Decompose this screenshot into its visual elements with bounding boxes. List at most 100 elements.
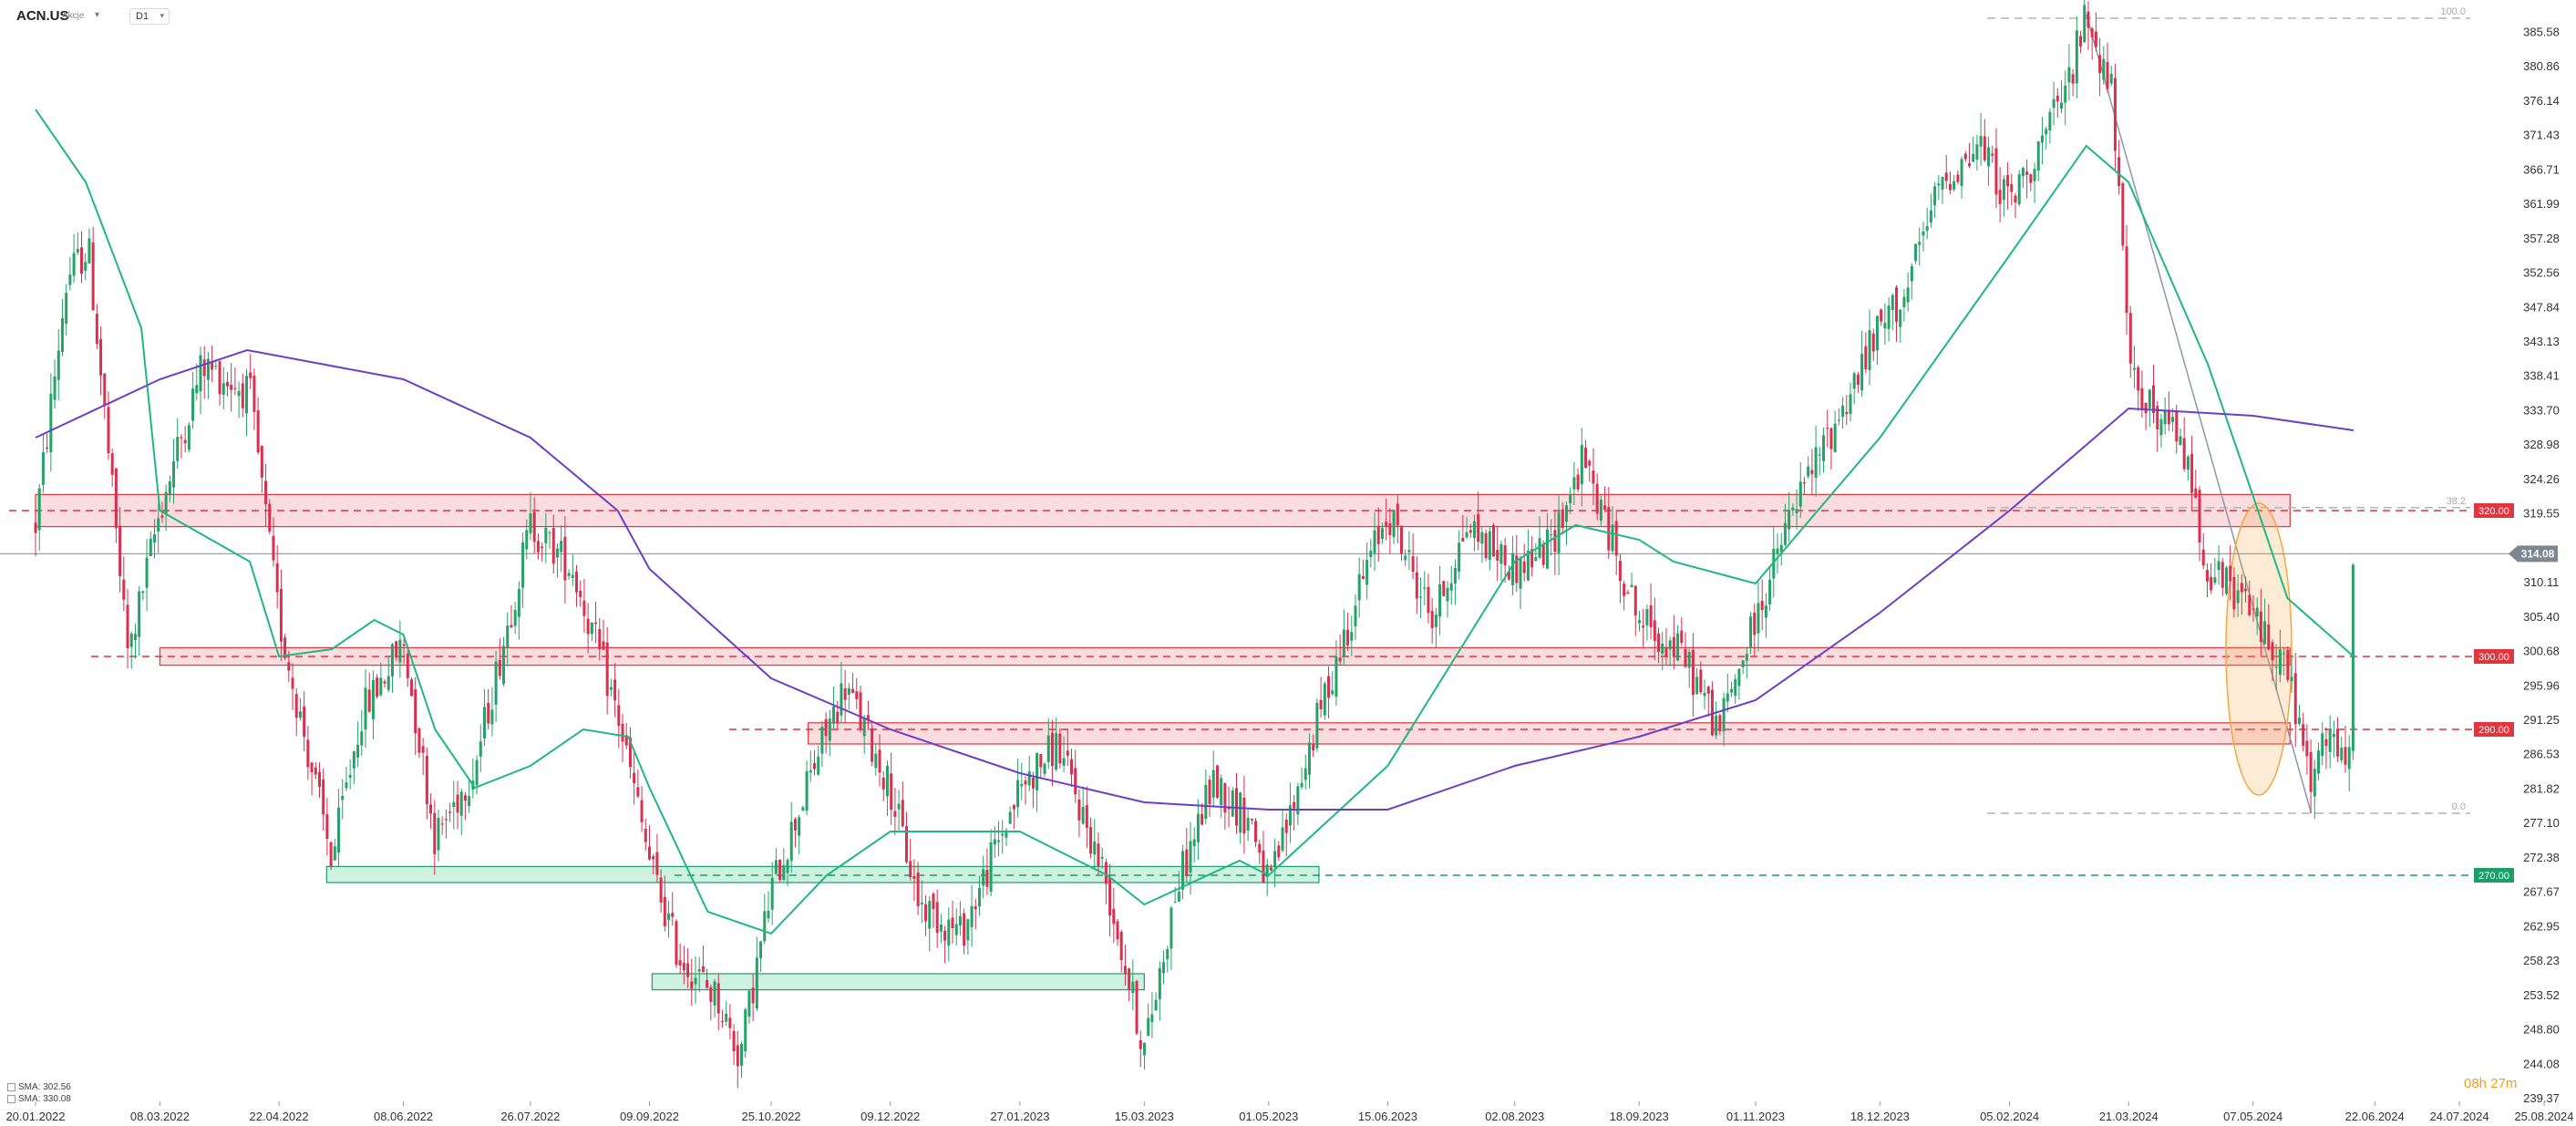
candle-body [1615,521,1618,555]
candle-body [127,604,129,648]
candle-body [2275,666,2278,667]
candle-body [1204,785,1207,819]
candle-body [533,511,536,542]
y-tick-label: 253.52 [2523,988,2560,1002]
candle-body [1412,556,1415,572]
candle-body [146,558,149,588]
candle-body [1496,550,1499,561]
candle-body [345,782,347,788]
candle-body [690,981,693,988]
candle-body [1822,435,1825,460]
candle-body [35,522,37,532]
candle-body [1838,419,1840,420]
candle-body [572,575,574,578]
candle-body [582,601,585,616]
candle-body [675,921,677,965]
candle-body [1461,538,1464,542]
y-tick-label: 258.23 [2523,954,2560,967]
candle-body [1730,689,1733,693]
candle-body [457,795,459,812]
candle-body [311,762,314,772]
candle-body [92,243,95,311]
candle-body [694,977,696,984]
candle-body [1511,553,1514,585]
candle-body [1469,530,1472,532]
candle-body [1365,560,1368,584]
candle-body [879,749,881,772]
candle-body [1427,587,1429,613]
candle-body [1074,769,1077,795]
candle-body [636,787,639,796]
legend-toggle-icon [7,1095,15,1103]
candle-body [952,917,954,928]
x-tick-label: 08.06.2022 [374,1110,433,1123]
candle-body [2175,410,2178,441]
candle-body [2206,570,2209,582]
candle-body [1301,783,1303,787]
candle-body [80,247,83,274]
candle-body [1108,877,1111,915]
candle-body [1066,750,1069,756]
candle-body [410,679,413,696]
candle-body [2114,77,2117,150]
candle-body [1058,734,1061,764]
y-tick-label: 333.70 [2523,403,2560,417]
x-tick-label: 01.11.2023 [1726,1110,1785,1123]
y-tick-label: 277.10 [2523,816,2560,830]
level-price-label: 270.00 [2478,871,2509,882]
candle-body [1362,576,1365,579]
candle-body [1032,778,1035,789]
candle-body [1891,295,1894,310]
candle-body [1860,354,1863,390]
candle-body [587,619,590,635]
candle-body [479,741,482,756]
candle-body [721,1021,724,1022]
candle-body [2202,550,2205,566]
x-tick-label: 25.10.2022 [741,1110,800,1123]
candle-body [767,911,769,918]
candle-body [943,931,946,941]
x-tick-label: 01.05.2023 [1239,1110,1298,1123]
candle-body [379,677,382,695]
candle-body [138,592,140,637]
candle-body [1089,827,1092,853]
candle-body [1112,909,1115,925]
candle-body [1039,754,1042,767]
candle-body [2256,608,2259,617]
candle-body [1592,470,1594,483]
candle-body [1980,136,1983,147]
candle-body [1676,634,1679,661]
candle-body [2095,32,2097,47]
candle-body [2302,724,2304,746]
candle-body [955,925,958,935]
legend-item-sma-slow[interactable]: SMA: 330.08 [7,1094,71,1104]
candle-body [1097,843,1099,866]
candle-body [787,860,789,873]
candle-body [874,754,877,768]
candle-body [1718,715,1721,731]
y-tick-label: 338.41 [2523,369,2560,383]
candle-body [2179,437,2181,446]
candle-body [1788,511,1790,529]
candle-body [1324,683,1326,715]
legend-label: SMA: 330.08 [18,1094,71,1104]
legend-item-sma-fast[interactable]: SMA: 302.56 [7,1082,71,1092]
candle-body [2324,739,2327,746]
candle-body [706,980,708,988]
candle-body [96,314,98,344]
candle-body [714,981,716,1005]
candle-body [2194,489,2197,498]
candle-body [2006,175,2009,186]
candle-body [1377,526,1380,544]
candle-body [825,719,828,737]
candle-body [806,771,809,811]
candle-body [184,440,187,443]
candle-body [2010,184,2013,192]
candle-body [314,768,317,775]
candle-body [1315,703,1318,749]
candle-body [1504,545,1507,565]
candle-body [337,808,340,852]
candle-body [1047,736,1050,762]
candle-body [1841,406,1844,417]
